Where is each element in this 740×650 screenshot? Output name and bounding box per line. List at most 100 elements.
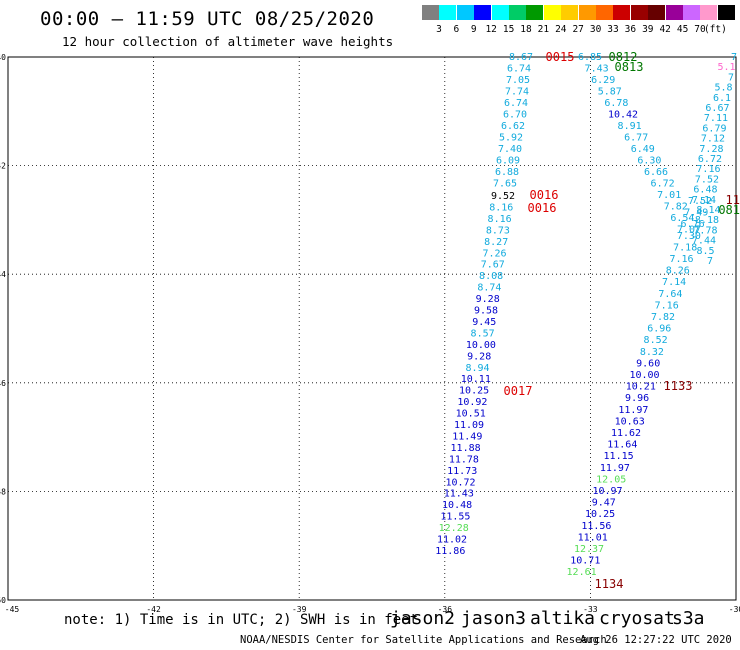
scale-label: 15	[502, 24, 515, 35]
wave-height-value: 7.49	[684, 208, 708, 219]
color-swatch	[509, 5, 526, 20]
color-swatch	[630, 5, 648, 20]
wave-height-value: 9.96	[625, 393, 649, 404]
wave-height-value: 6.72	[651, 179, 675, 190]
scale-label: 36	[624, 24, 637, 35]
wave-height-value: 5.87	[598, 87, 622, 98]
color-swatch	[596, 5, 613, 20]
wave-height-value: 7.16	[669, 254, 693, 265]
time-tag-0813: 0813	[615, 60, 644, 74]
latitude-label: -44	[0, 270, 6, 279]
wave-height-value: 6.85	[578, 52, 602, 63]
wave-height-value: 6.70	[503, 110, 527, 121]
color-swatch	[422, 5, 439, 20]
wave-height-value: 9.28	[476, 294, 500, 305]
wave-height-value: 11.09	[454, 420, 484, 431]
scale-label: 21	[537, 24, 550, 35]
wave-height-value: 6.09	[496, 156, 520, 167]
wave-height-value: 10.51	[456, 409, 486, 420]
scale-label: 70	[694, 24, 706, 35]
longitude-label: -45	[5, 605, 20, 614]
latitude-label: -46	[0, 379, 6, 388]
wave-height-value: 6.30	[637, 156, 661, 167]
wave-height-value: 12.37	[574, 544, 604, 555]
wave-height-value: 7.16	[696, 164, 720, 175]
wave-height-value: 7.78	[693, 225, 717, 236]
wave-height-value: 7.26	[482, 248, 506, 259]
color-swatch	[613, 5, 631, 20]
wave-height-value: 7.67	[481, 260, 505, 271]
wave-height-value: 11.15	[604, 451, 634, 462]
color-swatch	[700, 5, 718, 20]
wave-height-value: 9.28	[467, 351, 491, 362]
wave-height-value: 12.05	[596, 474, 626, 485]
wave-height-value: 8.08	[479, 271, 503, 282]
color-swatch	[474, 5, 492, 20]
color-swatch	[578, 5, 596, 20]
satellite-label-s3a: s3a	[672, 608, 705, 629]
wave-height-value: 7.65	[493, 179, 517, 190]
wave-height-value: 12.28	[439, 523, 469, 534]
time-tag-0812: 0812	[609, 50, 638, 64]
color-swatch	[439, 5, 457, 20]
time-tag-081: 081	[718, 203, 740, 217]
generated-timestamp: Aug 26 12:27:22 UTC 2020	[580, 634, 732, 646]
wave-height-value: 7.30	[677, 231, 701, 242]
wave-height-value: 12.61	[567, 567, 597, 578]
wave-height-value: 9.60	[636, 358, 660, 369]
satellite-label-cryosat: cryosat	[599, 608, 675, 629]
wave-height-value: 6.78	[604, 98, 628, 109]
wave-height-value: 7.11	[704, 113, 728, 124]
wave-height-value: 8.5	[696, 246, 714, 257]
wave-height-value: 10.48	[442, 500, 472, 511]
wave-height-value: 7.43	[585, 64, 609, 75]
wave-height-value: 7.82	[651, 312, 675, 323]
wave-height-value: 11.56	[581, 521, 611, 532]
wave-height-value: 6.76	[681, 219, 705, 230]
wave-height-value: 6.74	[507, 64, 531, 75]
wave-height-value: 8.26	[666, 266, 690, 277]
color-swatch	[665, 5, 683, 20]
wave-height-value: 10.25	[459, 386, 489, 397]
wave-height-value: 5.1	[717, 62, 735, 73]
wave-height-value: 11.88	[451, 443, 481, 454]
wave-height-value: 8.52	[644, 335, 668, 346]
wave-height-value: 8.91	[618, 121, 642, 132]
wave-height-value: 8.14	[696, 205, 720, 216]
wave-height-value: 8.27	[484, 237, 508, 248]
wave-height-value: 10.71	[570, 556, 600, 567]
satellite-label-jason2: jason2	[390, 608, 456, 629]
color-swatch	[561, 5, 579, 20]
wave-height-value: 7.07	[677, 225, 701, 236]
scale-label: 42	[659, 24, 671, 35]
wave-height-value: 7.28	[699, 144, 723, 155]
scale-label: 39	[642, 24, 654, 35]
wave-height-value: 11.64	[607, 440, 637, 451]
wave-height-value: 6.96	[647, 324, 671, 335]
wave-height-value: 8.16	[489, 202, 513, 213]
wave-height-value: 9.45	[472, 317, 496, 328]
wave-height-value: 6.66	[644, 167, 668, 178]
color-swatch	[648, 5, 666, 20]
latitude-label: -42	[0, 162, 6, 171]
wave-height-value: 9.58	[474, 306, 498, 317]
map-subtitle: 12 hour collection of altimeter wave hei…	[62, 34, 394, 49]
wave-height-value: 8.74	[477, 283, 501, 294]
scale-label: 9	[470, 24, 477, 35]
wave-height-value: 11.97	[600, 463, 630, 474]
scale-label: 27	[572, 24, 584, 35]
wave-height-value: 10.63	[615, 416, 645, 427]
wave-height-value: 6.72	[698, 154, 722, 165]
time-tag-0016: 0016	[528, 201, 557, 215]
map-title: 00:00 – 11:59 UTC 08/25/2020	[40, 8, 375, 30]
wave-height-value: 11.73	[447, 466, 477, 477]
wave-height-value: 6.77	[624, 133, 648, 144]
wave-height-value: 6.74	[504, 98, 528, 109]
wave-height-value: 6.88	[495, 167, 519, 178]
units-note: note: 1) Time is in UTC; 2) SWH is in fe…	[64, 612, 419, 628]
time-tag-0016: 0016	[530, 188, 559, 202]
wave-height-value: 7.44	[692, 236, 716, 247]
wave-height-value: 8.67	[509, 52, 533, 63]
scale-label: 12	[485, 24, 497, 35]
